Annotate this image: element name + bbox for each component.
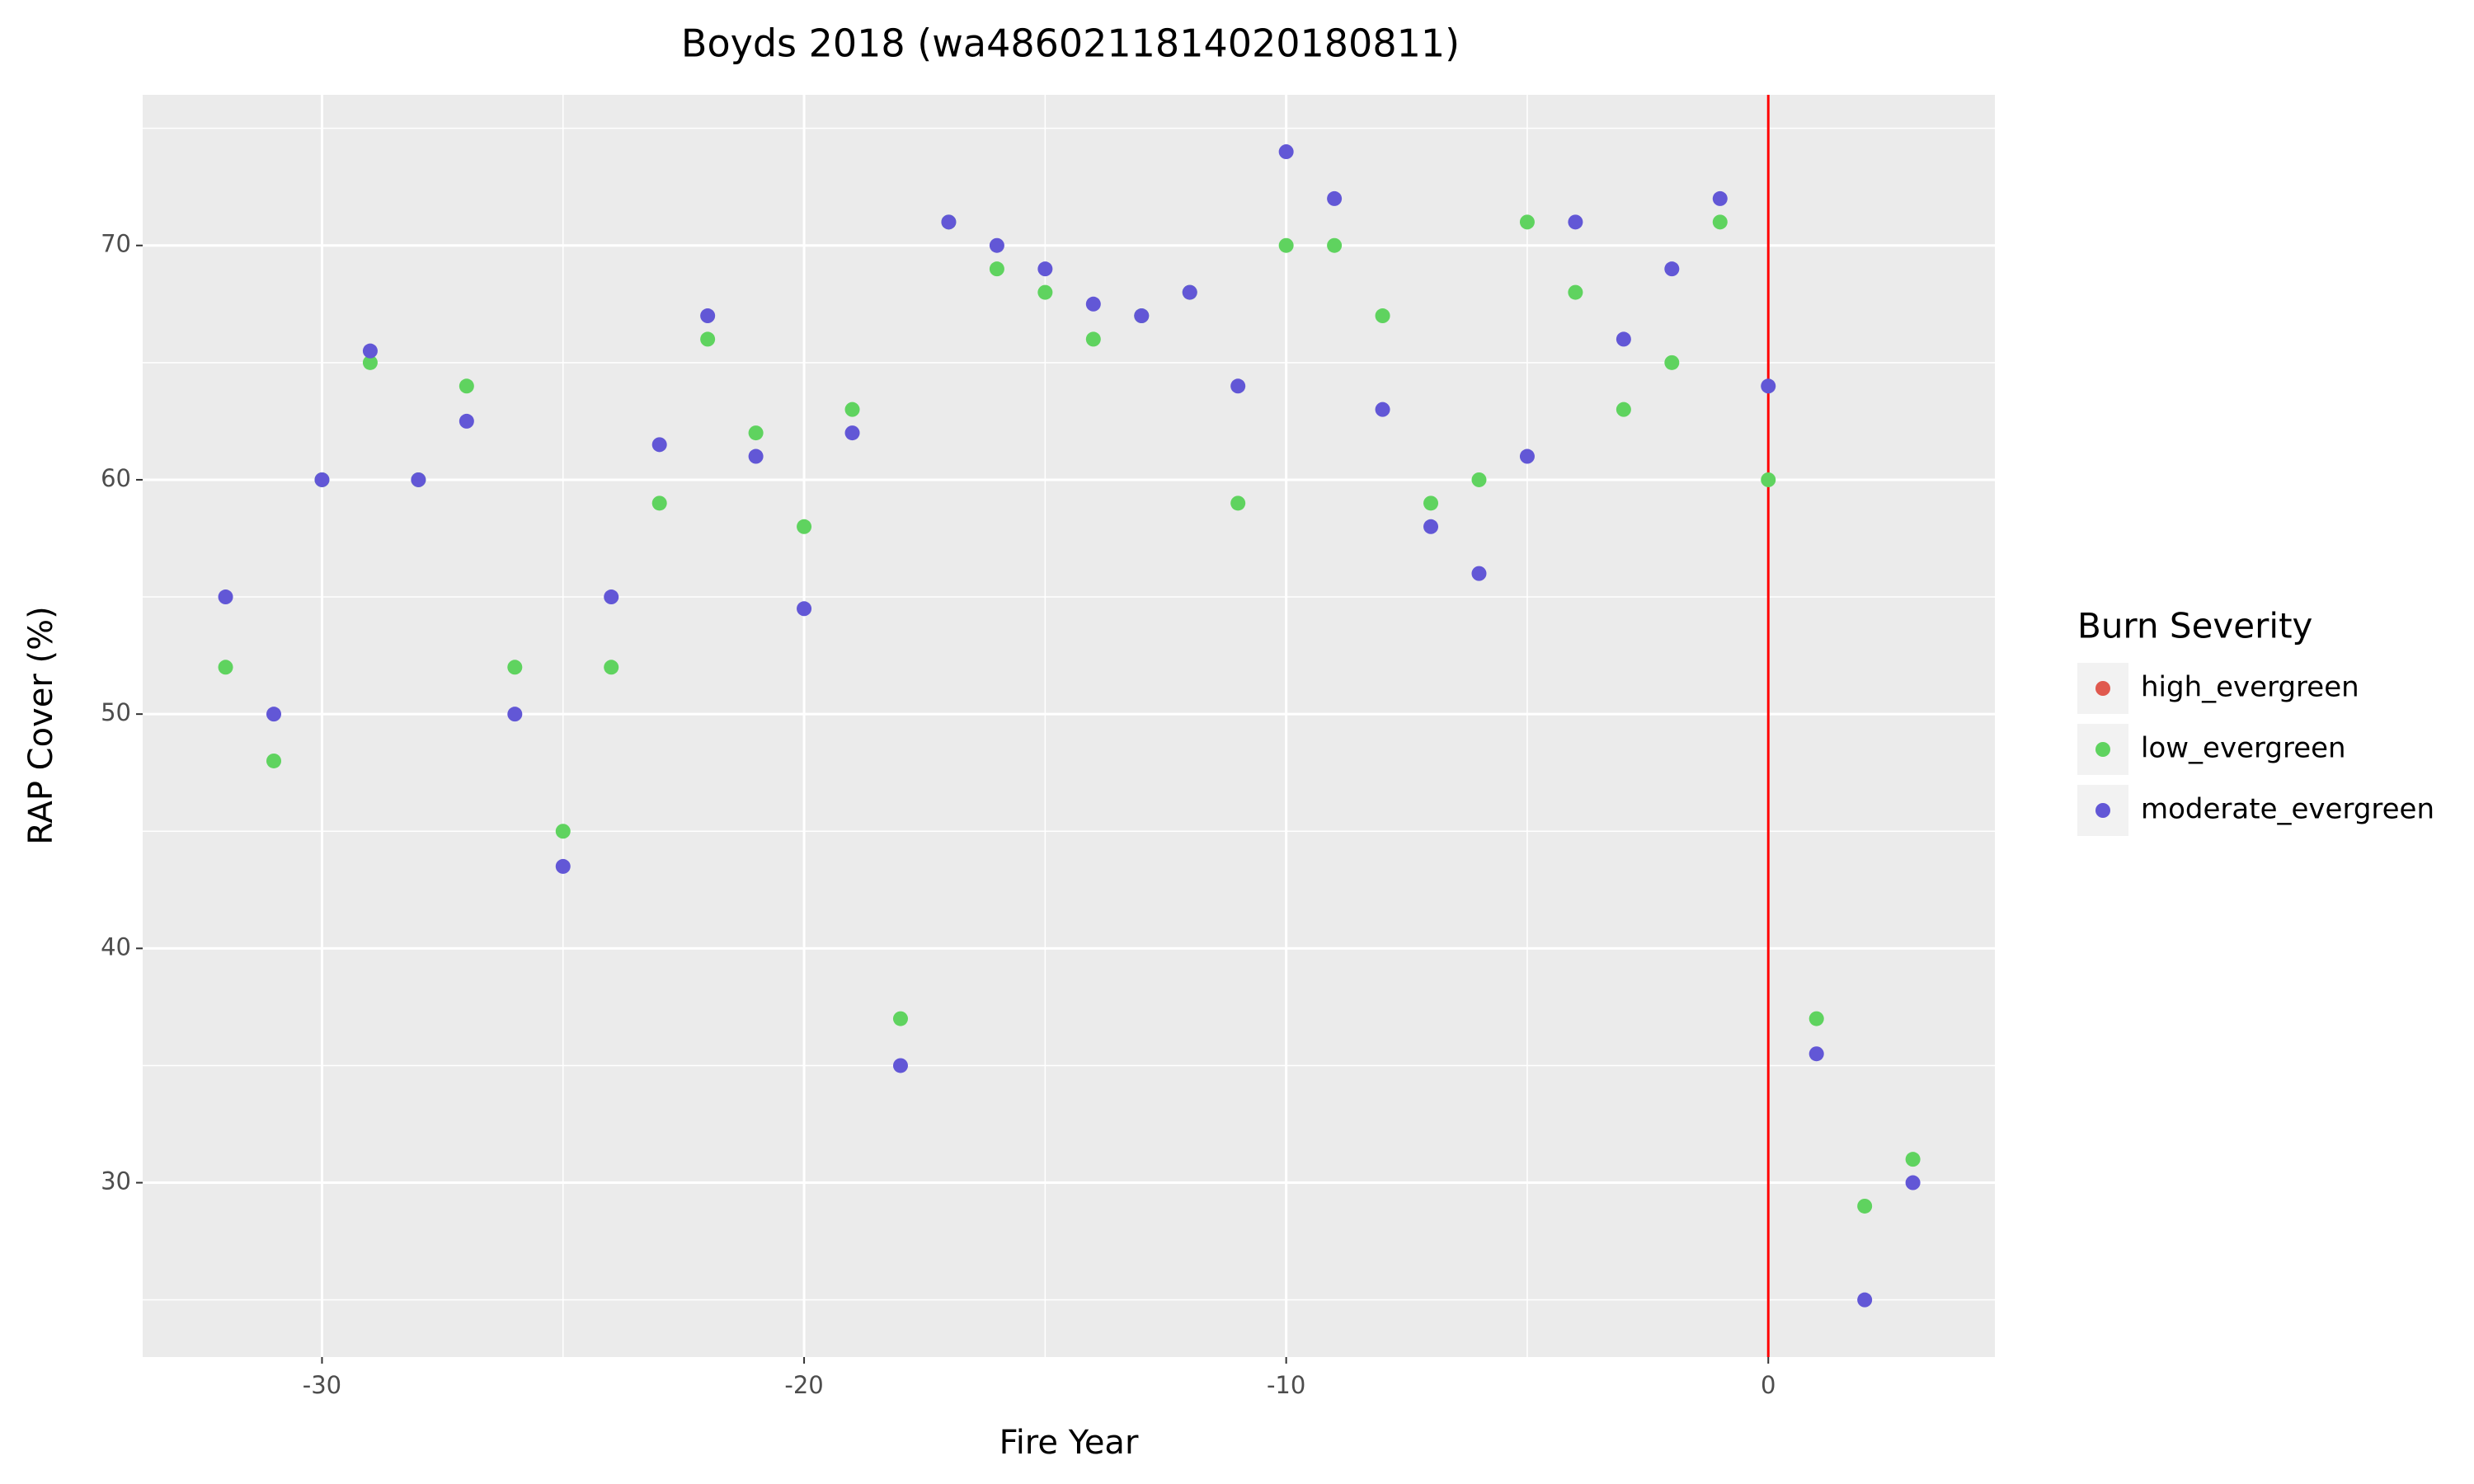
data-point xyxy=(700,331,716,347)
data-point xyxy=(892,1011,908,1026)
data-point xyxy=(797,601,812,617)
data-point xyxy=(1905,1152,1921,1167)
legend-marker xyxy=(2095,742,2110,757)
data-point xyxy=(1423,519,1439,534)
data-point xyxy=(1616,331,1631,347)
data-point xyxy=(1761,472,1776,487)
data-point xyxy=(314,472,330,487)
data-point xyxy=(1857,1198,1873,1214)
data-point xyxy=(1808,1011,1824,1026)
y-tick-label: 60 xyxy=(101,464,131,492)
data-point xyxy=(507,660,523,675)
x-tick-label: -30 xyxy=(303,1371,341,1399)
data-point xyxy=(844,425,860,441)
data-point xyxy=(1471,472,1487,487)
data-point xyxy=(218,589,233,605)
data-point xyxy=(1761,378,1776,394)
data-point xyxy=(266,707,282,722)
x-tick-label: -20 xyxy=(784,1371,823,1399)
data-point xyxy=(1278,144,1294,160)
data-point xyxy=(507,707,523,722)
x-axis-title: Fire Year xyxy=(999,1424,1139,1462)
legend-marker xyxy=(2095,681,2110,696)
data-point xyxy=(989,261,1004,277)
data-point xyxy=(651,495,667,511)
data-point xyxy=(266,753,282,768)
data-point xyxy=(1471,566,1487,581)
data-point xyxy=(1375,308,1390,324)
data-point xyxy=(797,519,812,534)
data-point xyxy=(1230,495,1246,511)
plot-panel xyxy=(143,95,1995,1357)
data-point xyxy=(892,1058,908,1073)
data-point xyxy=(748,425,764,441)
data-point xyxy=(604,589,619,605)
y-tick-label: 40 xyxy=(101,932,131,960)
y-tick-label: 70 xyxy=(101,230,131,258)
data-point xyxy=(844,402,860,417)
data-point xyxy=(651,437,667,453)
data-point xyxy=(1182,284,1197,300)
data-point xyxy=(1712,190,1728,206)
data-point xyxy=(1085,331,1101,347)
data-point xyxy=(362,343,378,359)
data-point xyxy=(748,448,764,464)
data-point xyxy=(1568,284,1583,300)
y-tick-label: 30 xyxy=(101,1167,131,1195)
data-point xyxy=(411,472,426,487)
y-axis-title: RAP Cover (%) xyxy=(22,606,60,844)
data-point xyxy=(362,355,378,370)
data-point xyxy=(1037,261,1053,277)
data-point xyxy=(1085,296,1101,312)
data-point xyxy=(1664,355,1680,370)
data-point xyxy=(218,660,233,675)
data-point xyxy=(941,214,957,230)
legend-label: high_evergreen xyxy=(2141,671,2359,704)
data-point xyxy=(1857,1292,1873,1308)
x-tick-label: 0 xyxy=(1761,1371,1776,1399)
data-point xyxy=(1808,1046,1824,1062)
data-point xyxy=(1230,378,1246,394)
data-point xyxy=(1375,402,1390,417)
data-point xyxy=(1278,237,1294,253)
data-point xyxy=(1519,214,1535,230)
chart-title: Boyds 2018 (wa4860211814020180811) xyxy=(681,21,1460,66)
data-point xyxy=(1905,1175,1921,1190)
legend-label: moderate_evergreen xyxy=(2141,793,2434,826)
data-point xyxy=(1519,448,1535,464)
data-point xyxy=(1037,284,1053,300)
legend-marker xyxy=(2095,803,2110,818)
data-point xyxy=(1712,214,1728,230)
data-point xyxy=(1423,495,1439,511)
x-tick-label: -10 xyxy=(1267,1371,1305,1399)
data-point xyxy=(459,413,474,429)
data-point xyxy=(555,858,571,874)
legend-title: Burn Severity xyxy=(2077,606,2312,646)
data-point xyxy=(1327,190,1343,206)
data-point xyxy=(1134,308,1150,324)
data-point xyxy=(1568,214,1583,230)
data-point xyxy=(700,308,716,324)
data-point xyxy=(989,237,1004,253)
y-tick-label: 50 xyxy=(101,698,131,726)
data-point xyxy=(1327,237,1343,253)
data-point xyxy=(604,660,619,675)
legend-label: low_evergreen xyxy=(2141,732,2346,765)
data-point xyxy=(459,378,474,394)
data-point xyxy=(1664,261,1680,277)
data-point xyxy=(555,824,571,839)
data-point xyxy=(1616,402,1631,417)
